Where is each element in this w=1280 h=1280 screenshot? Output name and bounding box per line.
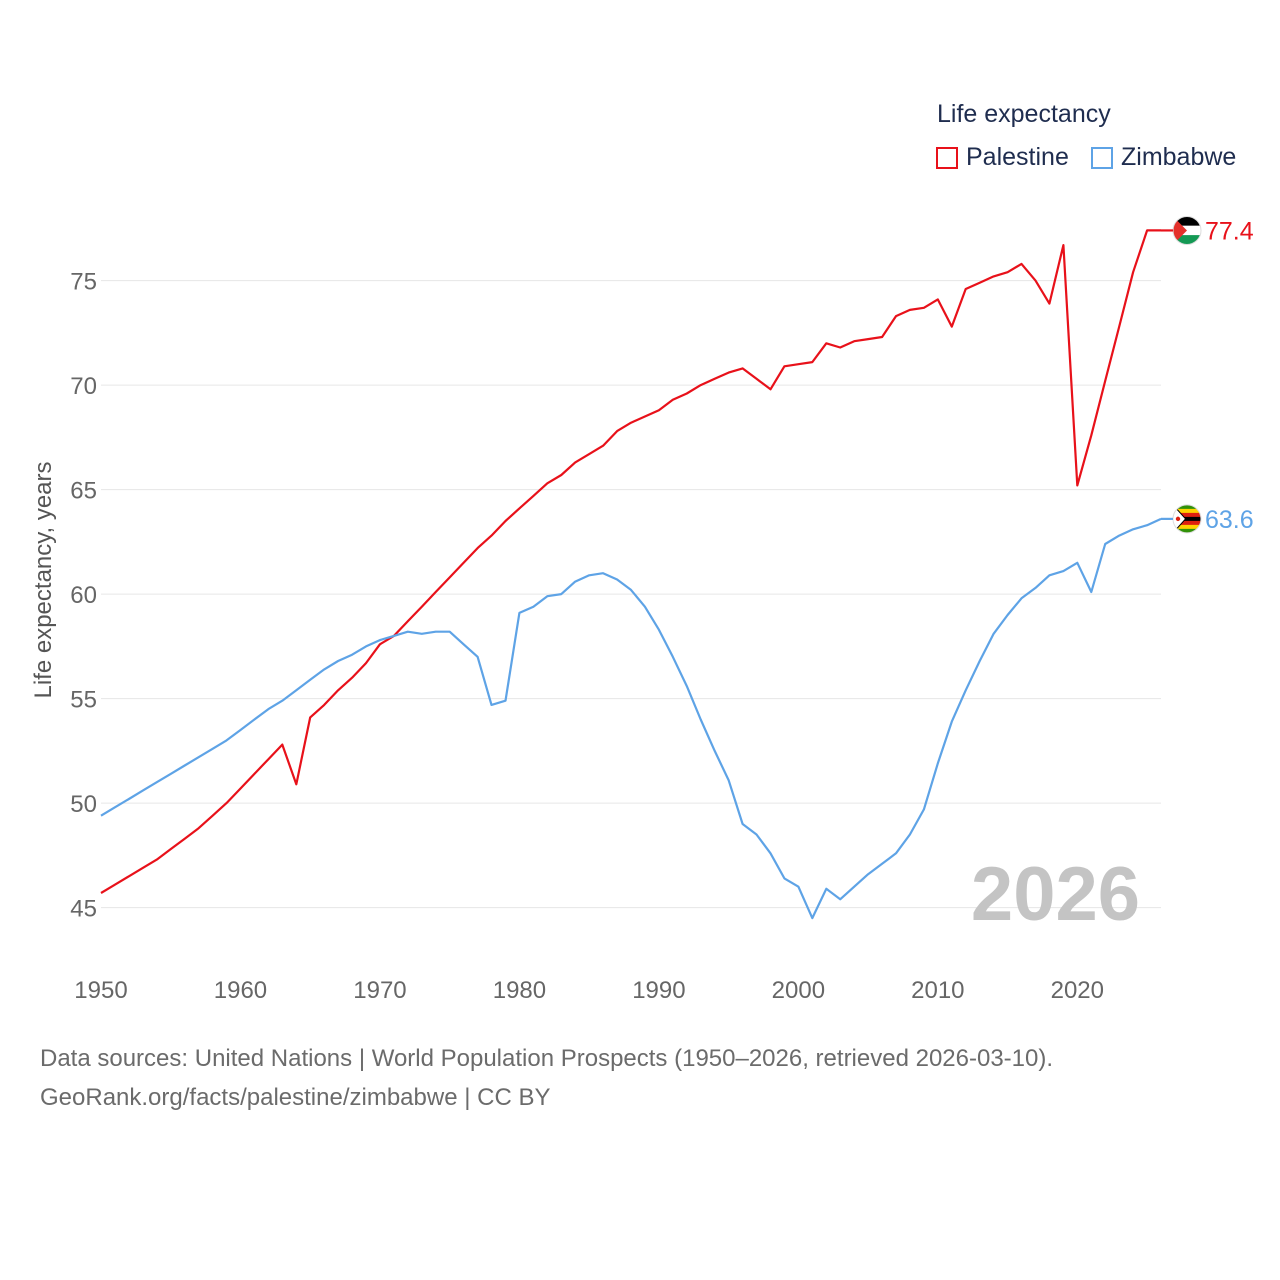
series-line-palestine <box>100 229 1161 894</box>
attribution-link[interactable]: GeoRank.org/facts/palestine/zimbabwe | C… <box>40 1084 551 1111</box>
year-watermark: 2026 <box>971 852 1140 937</box>
y-tick-label: 45 <box>70 896 97 923</box>
x-tick-label: 2000 <box>772 977 825 1004</box>
x-tick-label: 2010 <box>911 977 964 1004</box>
x-tick-label: 1980 <box>493 977 546 1004</box>
x-axis-ticks: 1950 1960 1970 1980 1990 2000 2010 2020 <box>74 977 1104 1004</box>
y-tick-label: 55 <box>70 687 97 714</box>
legend-item-zimbabwe[interactable]: Zimbabwe <box>1091 143 1236 172</box>
y-tick-label: 60 <box>70 582 97 609</box>
end-markers: 77.4 63.6 <box>1161 215 1254 534</box>
legend-swatch-palestine <box>936 146 958 169</box>
y-tick-label: 50 <box>70 791 97 818</box>
x-tick-label: 1990 <box>632 977 685 1004</box>
legend-item-palestine[interactable]: Palestine <box>936 143 1069 172</box>
y-tick-label: 65 <box>70 478 97 505</box>
series <box>100 229 1162 920</box>
y-tick-label: 70 <box>70 373 97 400</box>
x-tick-label: 2020 <box>1051 977 1104 1004</box>
y-axis-label: Life expectancy, years <box>30 461 57 698</box>
zimbabwe-flag-icon <box>1172 504 1202 534</box>
legend-title: Life expectancy <box>937 100 1111 128</box>
x-tick-label: 1970 <box>353 977 406 1004</box>
legend-label-zimbabwe: Zimbabwe <box>1121 143 1237 171</box>
y-axis-ticks: 45 50 55 60 65 70 75 <box>70 269 97 923</box>
palestine-flag-icon <box>1172 215 1202 245</box>
x-tick-label: 1950 <box>74 977 127 1004</box>
legend-label-palestine: Palestine <box>966 143 1069 171</box>
x-tick-label: 1960 <box>214 977 267 1004</box>
end-value-label-zimbabwe: 63.6 <box>1205 506 1254 534</box>
y-tick-label: 75 <box>70 269 97 296</box>
legend-swatch-zimbabwe <box>1091 146 1113 169</box>
series-line-zimbabwe <box>100 517 1162 920</box>
grid <box>101 280 1161 909</box>
data-source-note: Data sources: United Nations | World Pop… <box>40 1045 1054 1072</box>
end-value-label-palestine: 77.4 <box>1205 217 1254 245</box>
